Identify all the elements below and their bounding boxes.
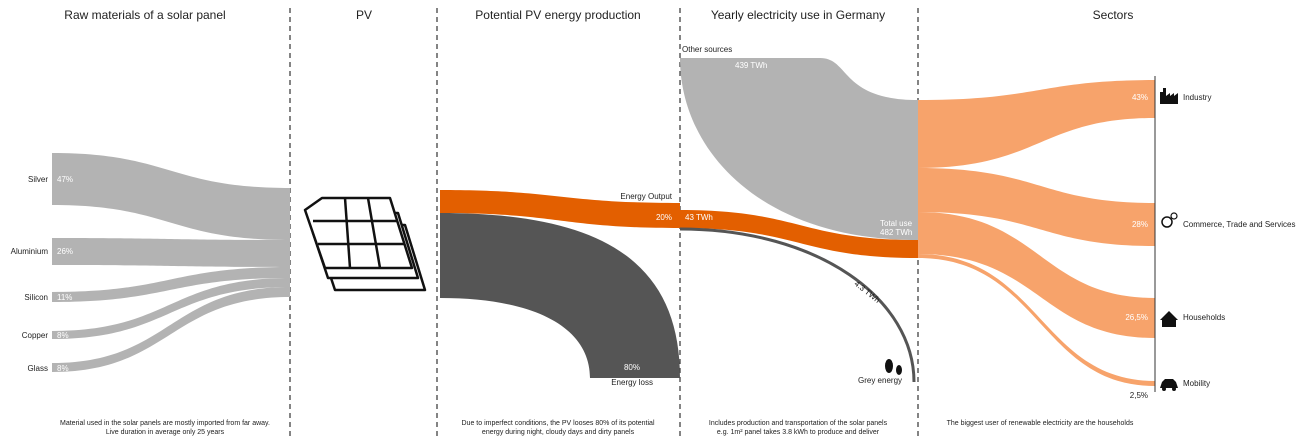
label: Total use [880,219,913,228]
grey-energy-flow [679,227,916,383]
title: Potential PV energy production [475,8,640,22]
flow [52,153,290,240]
value: 11% [57,293,72,302]
label: Grey energy [858,376,902,385]
flow [918,80,1155,168]
label: Mobility [1183,379,1210,388]
sector-icons [1160,88,1178,391]
loss-flow [440,213,680,378]
label: Glass [28,364,48,373]
note: Includes production and transportation o… [709,420,888,427]
note: Live duration in average only 25 years [106,429,225,436]
label: Households [1183,313,1225,322]
note: energy during night, cloudy days and dir… [482,429,635,436]
value: 2,5% [1130,391,1148,400]
label: Copper [22,331,49,340]
label: Commerce, Trade and Services [1183,220,1296,229]
label: Silver [28,175,48,184]
value: 20% [656,213,672,222]
value: 26,5% [1125,313,1148,322]
value: 8% [57,331,69,340]
value: 4.3 TWh [852,279,881,305]
flow [918,212,1155,338]
pv-icon [303,196,427,292]
solar-flow [680,210,918,258]
value: 482 TWh [880,228,912,237]
value: 26% [57,247,73,256]
value: 47% [57,175,73,184]
label: Other sources [682,45,732,54]
note: The biggest user of renewable electricit… [947,420,1134,427]
flow [52,278,290,339]
value: 80% [624,363,640,372]
value: 28% [1132,220,1148,229]
title: PV [356,8,372,22]
note: Due to imperfect conditions, the PV loos… [462,420,655,427]
label: Industry [1183,93,1211,102]
flow [918,168,1155,246]
note: Material used in the solar panels are mo… [60,420,270,427]
value: 8% [57,364,69,373]
footprint-icon [885,359,902,375]
sector-flows [918,80,1155,386]
label: Aluminium [11,247,49,256]
flow [52,238,290,267]
label: Energy loss [611,378,653,387]
value: 439 TWh [735,61,767,70]
note: e.g. 1m² panel takes 3.8 kWh to produce … [717,429,880,436]
material-flows [52,153,290,372]
label: Silicon [24,293,48,302]
label: Energy Output [620,192,672,201]
other-flow [680,58,918,240]
value: 43% [1132,93,1148,102]
title: Raw materials of a solar panel [64,8,225,22]
output-flow [440,190,680,228]
value: 43 TWh [685,213,713,222]
title: Yearly electricity use in Germany [711,8,885,22]
title: Sectors [1093,8,1134,22]
flow [52,287,290,372]
flow [52,267,290,302]
